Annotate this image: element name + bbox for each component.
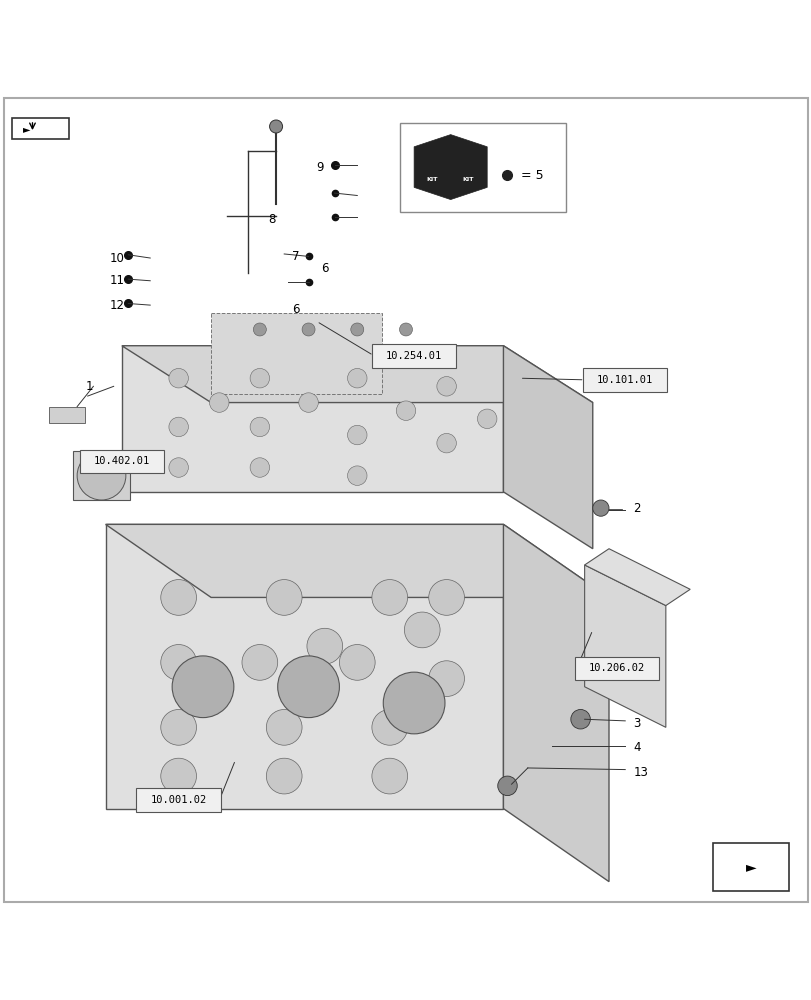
- Circle shape: [298, 393, 318, 412]
- Circle shape: [347, 425, 367, 445]
- FancyBboxPatch shape: [712, 843, 788, 891]
- Circle shape: [404, 612, 440, 648]
- Text: 10.254.01: 10.254.01: [385, 351, 442, 361]
- Bar: [49, 407, 85, 423]
- Text: ►: ►: [23, 124, 30, 134]
- Text: 6: 6: [292, 303, 299, 316]
- Text: 10.206.02: 10.206.02: [588, 663, 645, 673]
- Circle shape: [169, 417, 188, 437]
- FancyBboxPatch shape: [582, 368, 667, 392]
- Circle shape: [428, 580, 464, 615]
- Circle shape: [436, 377, 456, 396]
- Circle shape: [266, 709, 302, 745]
- Text: KIT: KIT: [426, 177, 437, 182]
- Circle shape: [161, 645, 196, 680]
- Polygon shape: [584, 565, 665, 727]
- Circle shape: [497, 776, 517, 796]
- Circle shape: [347, 368, 367, 388]
- Polygon shape: [105, 524, 608, 597]
- Text: KIT: KIT: [462, 177, 474, 182]
- Circle shape: [169, 368, 188, 388]
- Text: 7: 7: [292, 250, 299, 263]
- Circle shape: [396, 401, 415, 420]
- Text: 11: 11: [109, 274, 124, 287]
- Text: 10.402.01: 10.402.01: [93, 456, 150, 466]
- FancyBboxPatch shape: [79, 450, 164, 473]
- Text: = 5: = 5: [521, 169, 543, 182]
- Circle shape: [269, 120, 282, 133]
- Text: ►: ►: [744, 860, 756, 874]
- Polygon shape: [503, 346, 592, 549]
- Circle shape: [253, 323, 266, 336]
- Circle shape: [169, 458, 188, 477]
- Circle shape: [477, 409, 496, 429]
- Text: 4: 4: [633, 741, 640, 754]
- Circle shape: [371, 709, 407, 745]
- Text: 1: 1: [85, 380, 92, 393]
- Polygon shape: [73, 451, 130, 500]
- Polygon shape: [584, 549, 689, 606]
- Circle shape: [266, 580, 302, 615]
- Circle shape: [307, 628, 342, 664]
- Circle shape: [250, 458, 269, 477]
- Circle shape: [161, 709, 196, 745]
- Circle shape: [428, 661, 464, 697]
- Circle shape: [350, 323, 363, 336]
- Text: 13: 13: [633, 766, 647, 779]
- Polygon shape: [122, 346, 503, 492]
- FancyBboxPatch shape: [136, 788, 221, 812]
- Circle shape: [266, 758, 302, 794]
- Circle shape: [250, 417, 269, 437]
- Circle shape: [399, 323, 412, 336]
- Circle shape: [436, 433, 456, 453]
- Circle shape: [77, 451, 126, 500]
- Circle shape: [250, 368, 269, 388]
- Circle shape: [570, 709, 590, 729]
- Circle shape: [209, 393, 229, 412]
- Text: 6: 6: [320, 262, 328, 275]
- Circle shape: [339, 645, 375, 680]
- Circle shape: [383, 672, 444, 734]
- Circle shape: [371, 758, 407, 794]
- Text: 9: 9: [316, 161, 324, 174]
- Circle shape: [302, 323, 315, 336]
- Circle shape: [161, 758, 196, 794]
- Circle shape: [161, 580, 196, 615]
- Circle shape: [347, 466, 367, 485]
- Polygon shape: [122, 346, 592, 403]
- Text: 10: 10: [109, 252, 124, 265]
- Polygon shape: [105, 524, 503, 809]
- Text: 3: 3: [633, 717, 640, 730]
- Text: 10.001.02: 10.001.02: [150, 795, 207, 805]
- Circle shape: [277, 656, 339, 718]
- Circle shape: [371, 580, 407, 615]
- Polygon shape: [211, 313, 381, 394]
- Circle shape: [172, 656, 234, 718]
- Polygon shape: [414, 135, 487, 200]
- Circle shape: [592, 500, 608, 516]
- Text: 10.101.01: 10.101.01: [596, 375, 653, 385]
- Text: 12: 12: [109, 299, 124, 312]
- Text: 2: 2: [633, 502, 640, 515]
- FancyBboxPatch shape: [400, 123, 565, 212]
- Text: 8: 8: [268, 213, 275, 226]
- Polygon shape: [503, 524, 608, 882]
- FancyBboxPatch shape: [574, 657, 659, 680]
- Circle shape: [242, 645, 277, 680]
- FancyBboxPatch shape: [371, 344, 456, 368]
